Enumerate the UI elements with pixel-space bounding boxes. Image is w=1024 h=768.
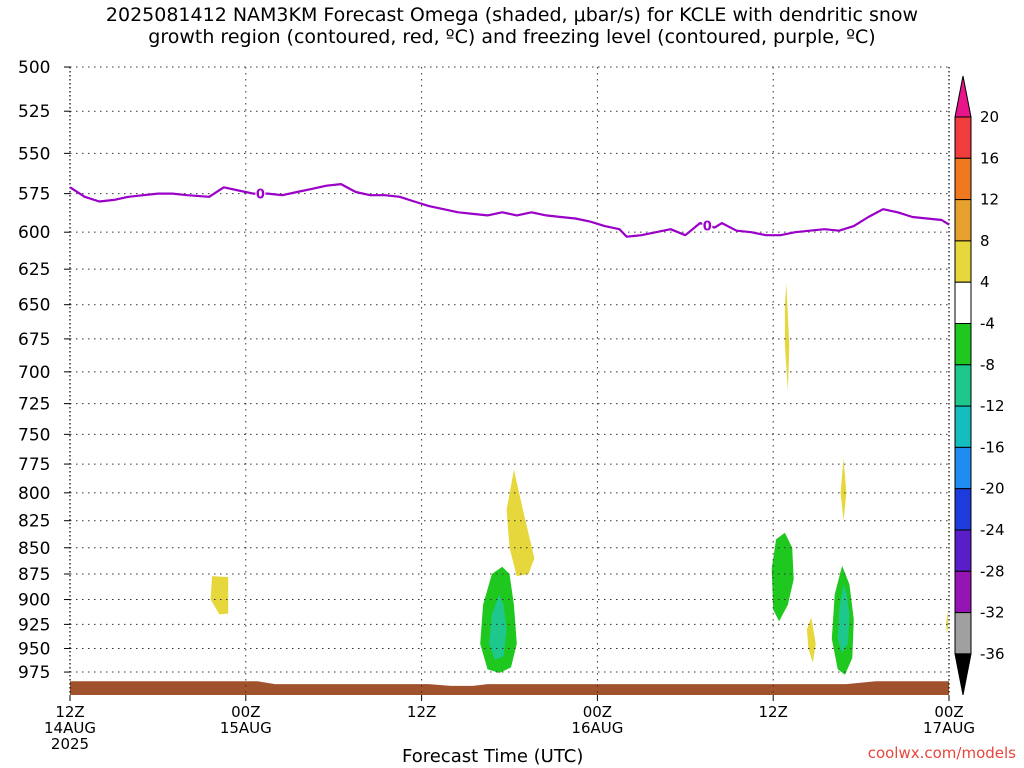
omega-region-3	[489, 594, 507, 660]
colorbar-bin-8	[954, 405, 972, 448]
x-tick-label-12-1: 15AUG	[220, 719, 272, 737]
colorbar-bottom-arrow	[954, 653, 972, 695]
x-tick-label-36-1: 16AUG	[571, 719, 623, 737]
y-tick-label-575: 575	[18, 185, 50, 205]
colorbar-label-9: -20	[980, 480, 1005, 498]
colorbar-label-1: 16	[980, 149, 999, 167]
colorbar-label-10: -24	[980, 521, 1005, 539]
y-tick-label-500: 500	[18, 58, 50, 78]
y-tick-label-800: 800	[18, 484, 50, 504]
colorbar-bin-9	[954, 446, 972, 490]
colorbar-top-arrow	[954, 75, 972, 118]
freezing-level-label-1: 0	[703, 219, 712, 234]
colorbar-bin-5	[954, 281, 972, 325]
y-tick-label-675: 675	[18, 330, 50, 350]
y-tick-label-925: 925	[18, 615, 50, 635]
omega-region-0	[210, 576, 229, 615]
colorbar-bin-12	[954, 570, 972, 614]
omega-region-10	[946, 611, 949, 635]
y-tick-label-650: 650	[18, 296, 50, 316]
omega-region-9	[837, 584, 850, 654]
y-tick-label-525: 525	[18, 102, 50, 122]
y-tick-label-775: 775	[18, 455, 50, 475]
colorbar-bin-10	[954, 488, 972, 531]
x-tick-label-60-1: 17AUG	[923, 719, 975, 737]
colorbar-bin-2	[954, 157, 972, 201]
x-tick-label-12-0: 00Z	[231, 703, 260, 721]
omega-region-1	[506, 469, 535, 577]
freezing-level-label-bg-0	[255, 186, 266, 201]
colorbar-bin-13	[954, 612, 972, 655]
colorbar-bin-6	[954, 323, 972, 366]
x-tick-label-0-2: 2025	[51, 735, 89, 753]
y-tick-label-975: 975	[18, 663, 50, 683]
x-tick-label-60-0: 00Z	[934, 703, 963, 721]
colorbar-bin-11	[954, 529, 972, 572]
x-tick-label-24-0: 12Z	[407, 703, 436, 721]
colorbar-label-6: -8	[980, 356, 995, 374]
y-tick-label-625: 625	[18, 260, 50, 280]
colorbar-label-3: 8	[980, 232, 990, 250]
chart-title-line2: growth region (contoured, red, ºC) and f…	[148, 26, 876, 48]
x-tick-label-36-0: 00Z	[583, 703, 612, 721]
omega-region-6	[771, 532, 794, 622]
y-tick-label-850: 850	[18, 539, 50, 559]
credit-text: coolwx.com/models	[867, 744, 1016, 762]
chart-title: 2025081412 NAM3KM Forecast Omega (shaded…	[0, 4, 1024, 48]
colorbar-label-13: -36	[980, 645, 1005, 663]
colorbar-label-2: 12	[980, 191, 999, 209]
colorbar-bin-7	[954, 364, 972, 407]
colorbar-label-12: -32	[980, 604, 1005, 622]
colorbar-bin-4	[954, 240, 972, 283]
omega-region-7	[806, 617, 816, 663]
y-tick-label-750: 750	[18, 425, 50, 445]
omega-region-4	[784, 283, 790, 392]
y-tick-label-600: 600	[18, 223, 50, 243]
terrain-fill	[70, 681, 949, 695]
x-axis-title: Forecast Time (UTC)	[402, 746, 584, 767]
colorbar-label-4: 4	[980, 273, 990, 291]
y-tick-label-550: 550	[18, 144, 50, 164]
freezing-level-label-0: 0	[256, 188, 265, 203]
colorbar-label-5: -4	[980, 315, 995, 333]
colorbar-bin-1	[954, 116, 972, 159]
freezing-level-label-bg-1	[702, 218, 713, 233]
y-tick-label-725: 725	[18, 395, 50, 415]
y-tick-label-825: 825	[18, 512, 50, 532]
y-tick-label-875: 875	[18, 565, 50, 585]
colorbar-label-0: 20	[980, 108, 999, 126]
colorbar-label-11: -28	[980, 562, 1005, 580]
colorbar-bin-3	[954, 199, 972, 242]
omega-region-5	[840, 458, 847, 521]
y-tick-label-900: 900	[18, 591, 50, 611]
chart-title-line1: 2025081412 NAM3KM Forecast Omega (shaded…	[105, 4, 919, 26]
x-tick-label-0-1: 14AUG	[44, 719, 96, 737]
freezing-level-line	[69, 183, 950, 238]
colorbar-label-7: -12	[980, 397, 1005, 415]
x-tick-label-0-0: 12Z	[55, 703, 84, 721]
y-tick-label-700: 700	[18, 363, 50, 383]
y-tick-label-950: 950	[18, 640, 50, 660]
colorbar-label-8: -16	[980, 438, 1005, 456]
x-tick-label-48-0: 12Z	[759, 703, 788, 721]
